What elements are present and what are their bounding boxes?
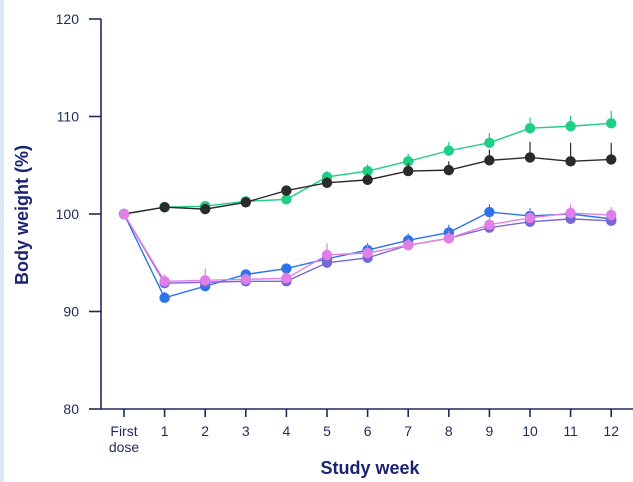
data-point xyxy=(403,240,414,251)
x-tick-label: 3 xyxy=(242,423,250,439)
series-5 xyxy=(118,204,617,287)
x-tick-label: 9 xyxy=(486,423,494,439)
data-point xyxy=(321,249,333,261)
y-tick-label: 110 xyxy=(57,109,80,125)
data-point xyxy=(240,274,251,285)
x-tick-label: 4 xyxy=(283,423,291,439)
data-point xyxy=(484,137,495,149)
series-layer xyxy=(118,110,617,304)
data-point xyxy=(362,247,373,259)
data-point xyxy=(118,208,130,220)
x-tick-label: 1 xyxy=(161,423,169,439)
data-point xyxy=(484,155,495,166)
x-tick-label: 11 xyxy=(563,423,578,439)
data-point xyxy=(443,145,454,156)
data-point xyxy=(565,121,576,132)
data-point xyxy=(159,292,170,304)
y-tick-label: 80 xyxy=(63,401,79,417)
data-point xyxy=(159,201,170,213)
data-point xyxy=(281,263,292,274)
y-tick-label: 120 xyxy=(56,11,80,27)
data-point xyxy=(362,174,373,186)
x-tick-label: 12 xyxy=(603,423,619,439)
data-point xyxy=(159,276,170,287)
data-point xyxy=(200,275,211,286)
y-tick-label: 90 xyxy=(63,304,79,320)
x-tick-label: 7 xyxy=(404,423,412,439)
data-point xyxy=(281,273,292,284)
data-point xyxy=(403,156,414,167)
data-point xyxy=(443,164,454,176)
data-point xyxy=(281,194,292,205)
x-tick-label: 10 xyxy=(522,423,538,439)
x-tick-label: 5 xyxy=(323,423,331,439)
data-point xyxy=(606,154,617,165)
data-point xyxy=(565,156,576,167)
data-point xyxy=(524,152,536,163)
data-point xyxy=(362,165,373,177)
data-point xyxy=(200,203,211,215)
data-point xyxy=(484,206,495,218)
series-2 xyxy=(118,141,617,220)
data-point xyxy=(484,219,495,230)
x-tick-label: 2 xyxy=(201,423,209,439)
x-tick-label: 8 xyxy=(445,423,453,439)
data-point xyxy=(606,118,617,129)
data-point xyxy=(321,177,333,188)
series-1 xyxy=(118,110,617,220)
data-point xyxy=(565,207,576,219)
data-point xyxy=(524,123,536,134)
data-point xyxy=(524,212,536,224)
data-point xyxy=(606,209,617,221)
data-point xyxy=(403,165,414,177)
data-point xyxy=(281,185,292,196)
data-point xyxy=(321,257,333,268)
y-tick-label: 100 xyxy=(56,206,80,222)
x-tick-label: 6 xyxy=(364,423,372,439)
x-tick-label: First dose xyxy=(109,423,140,455)
y-axis-title: Body weight (%) xyxy=(12,145,32,285)
x-axis-title: Study week xyxy=(320,458,420,478)
data-point xyxy=(240,197,251,208)
data-point xyxy=(443,233,454,244)
left-accent-strip xyxy=(0,0,4,482)
